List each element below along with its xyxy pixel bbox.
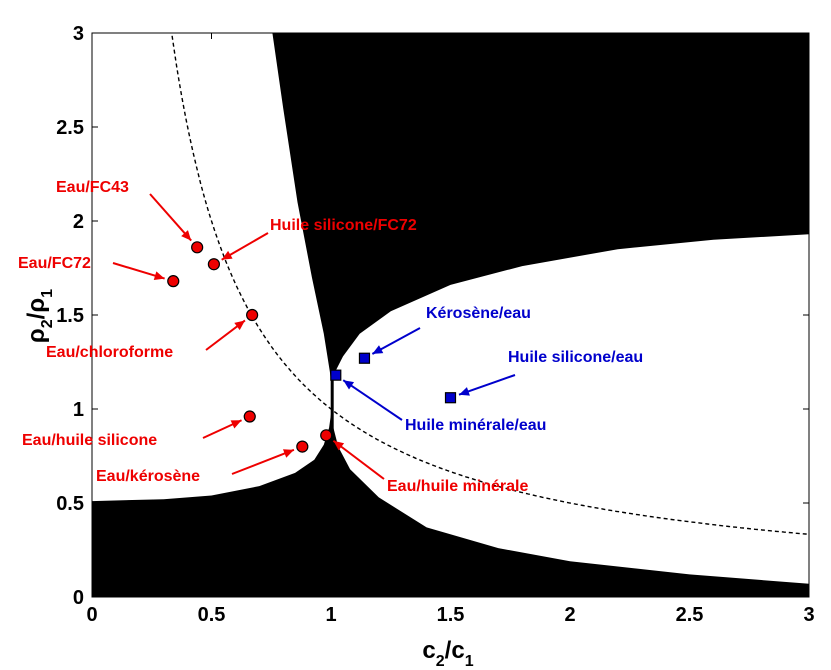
- point-label: Kérosène/eau: [426, 305, 531, 322]
- arrow-head: [230, 420, 242, 429]
- y-axis-ticks: 0 0.5 1 1.5 2 2.5 3: [56, 23, 809, 609]
- x-axis-label: c2/c1: [422, 637, 473, 670]
- y-axis-label: ρ2/ρ1: [23, 289, 56, 343]
- arrow-head: [333, 440, 345, 451]
- y-tick-label: 2: [73, 211, 84, 233]
- x-axis-ticks: 0 0.5 1 1.5 2 2.5 3: [86, 33, 815, 626]
- y-tick-label: 3: [73, 23, 84, 45]
- data-point-square: [330, 369, 342, 381]
- annotation-arrow: [149, 193, 192, 242]
- data-point-circle: [167, 275, 180, 288]
- arrow-head: [181, 230, 192, 241]
- point-label: Huile silicone/FC72: [270, 217, 417, 234]
- y-tick-label: 1: [73, 399, 84, 421]
- lower-region: [92, 409, 809, 597]
- reference-curve: [171, 35, 808, 535]
- point-label: Eau/chloroforme: [46, 344, 173, 361]
- arrow-head: [282, 449, 294, 458]
- x-tick-label: 2: [564, 604, 575, 626]
- x-tick-label: 0: [86, 604, 97, 626]
- point-label: Eau/FC43: [56, 179, 129, 196]
- arrow-head: [372, 345, 384, 354]
- data-point-circle: [243, 410, 256, 423]
- data-point-circle: [207, 258, 220, 271]
- x-tick-label: 1: [325, 604, 336, 626]
- x-tick-label: 2.5: [676, 604, 704, 626]
- annotation-arrow: [231, 448, 295, 475]
- data-points: [167, 241, 457, 453]
- data-point-circle: [246, 308, 259, 322]
- annotation-arrows: [112, 193, 516, 480]
- arrow-head: [343, 380, 355, 390]
- data-point-circle: [320, 429, 333, 442]
- stability-regions: [92, 33, 809, 597]
- x-tick-label: 1.5: [437, 604, 465, 626]
- y-tick-label: 0.5: [56, 493, 84, 515]
- point-label: Eau/FC72: [18, 255, 91, 272]
- data-point-circle: [296, 440, 309, 453]
- data-labels: Eau/FC43 Huile silicone/FC72 Eau/FC72 Eau/c…: [18, 179, 643, 495]
- y-tick-label: 0: [73, 587, 84, 609]
- point-label: Eau/kérosène: [96, 468, 200, 485]
- arrow-head: [234, 320, 245, 331]
- upper-region: [272, 33, 809, 381]
- data-point-square: [444, 392, 457, 404]
- annotation-arrow: [332, 439, 385, 480]
- point-label: Eau/huile minérale: [387, 478, 528, 495]
- data-point-circle: [191, 241, 204, 254]
- y-tick-label: 1.5: [56, 305, 84, 327]
- point-label: Huile silicone/eau: [508, 349, 643, 366]
- annotation-arrow: [342, 379, 403, 421]
- x-tick-label: 3: [803, 604, 814, 626]
- arrow-head: [458, 387, 470, 396]
- data-point-square: [358, 352, 371, 364]
- arrow-head: [221, 250, 233, 260]
- arrow-head: [153, 271, 165, 280]
- y-tick-label: 2.5: [56, 117, 84, 139]
- point-label: Eau/huile silicone: [22, 432, 157, 449]
- x-tick-label: 0.5: [198, 604, 226, 626]
- point-label: Huile minérale/eau: [405, 417, 546, 434]
